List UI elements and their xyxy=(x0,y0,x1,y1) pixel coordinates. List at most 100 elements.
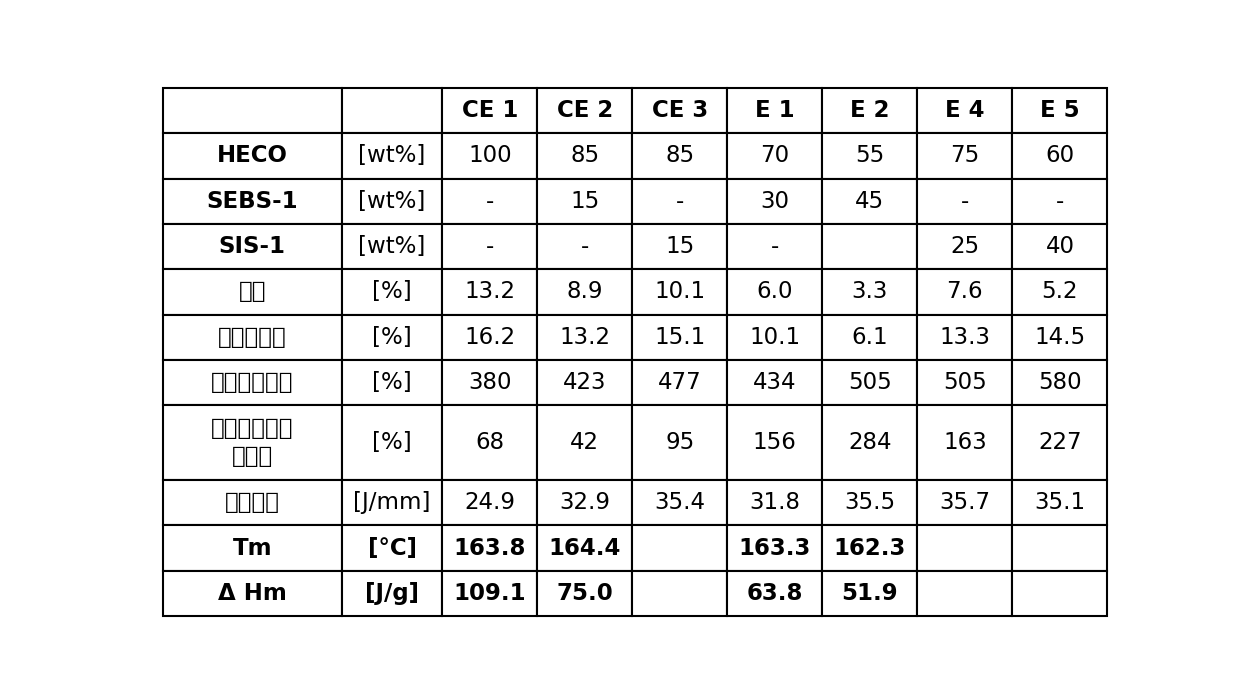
Bar xyxy=(342,88,442,133)
Bar xyxy=(538,178,632,224)
Text: [wt%]: [wt%] xyxy=(358,190,426,213)
Text: 32.9: 32.9 xyxy=(559,491,611,514)
Text: 14.5: 14.5 xyxy=(1035,325,1085,348)
Bar xyxy=(632,571,727,616)
Text: [%]: [%] xyxy=(372,431,413,454)
Bar xyxy=(162,133,342,178)
Bar xyxy=(342,360,442,405)
Bar xyxy=(162,571,342,616)
Text: E 4: E 4 xyxy=(945,99,985,122)
Text: -: - xyxy=(771,235,779,258)
Bar xyxy=(342,526,442,571)
Text: 40: 40 xyxy=(1046,235,1074,258)
Text: 68: 68 xyxy=(476,431,504,454)
Bar xyxy=(632,526,727,571)
Bar xyxy=(442,88,538,133)
Bar xyxy=(823,360,917,405)
Text: [%]: [%] xyxy=(372,280,413,303)
Text: CE 1: CE 1 xyxy=(462,99,518,122)
Bar xyxy=(632,178,727,224)
Text: -: - xyxy=(960,190,969,213)
Text: 10.1: 10.1 xyxy=(654,280,705,303)
Bar xyxy=(632,405,727,480)
Text: 6.0: 6.0 xyxy=(757,280,793,303)
Text: 35.4: 35.4 xyxy=(654,491,705,514)
Text: SIS-1: SIS-1 xyxy=(219,235,286,258)
Text: 284: 284 xyxy=(849,431,892,454)
Text: CE 2: CE 2 xyxy=(556,99,613,122)
Text: CE 3: CE 3 xyxy=(652,99,707,122)
Text: 5.2: 5.2 xyxy=(1042,280,1078,303)
Text: 75: 75 xyxy=(950,144,980,167)
Text: [°C]: [°C] xyxy=(368,537,416,560)
Bar xyxy=(442,178,538,224)
Bar xyxy=(823,133,917,178)
Bar xyxy=(917,269,1012,314)
Text: 227: 227 xyxy=(1038,431,1082,454)
Bar xyxy=(162,526,342,571)
Bar xyxy=(442,480,538,526)
Text: 51.9: 51.9 xyxy=(841,582,898,605)
Text: SEBS-1: SEBS-1 xyxy=(207,190,299,213)
Text: 580: 580 xyxy=(1038,371,1082,394)
Bar xyxy=(727,88,823,133)
Bar xyxy=(538,571,632,616)
Text: 13.2: 13.2 xyxy=(465,280,515,303)
Bar xyxy=(632,133,727,178)
Bar xyxy=(538,133,632,178)
Bar xyxy=(538,224,632,269)
Bar xyxy=(538,269,632,314)
Bar xyxy=(342,133,442,178)
Text: 164.4: 164.4 xyxy=(549,537,621,560)
Text: 8.9: 8.9 xyxy=(566,280,603,303)
Bar xyxy=(342,178,442,224)
Bar xyxy=(342,314,442,360)
Bar xyxy=(823,314,917,360)
Text: -: - xyxy=(675,190,684,213)
Text: 16.2: 16.2 xyxy=(465,325,515,348)
Text: 13.2: 13.2 xyxy=(559,325,611,348)
Bar xyxy=(442,133,538,178)
Text: E 1: E 1 xyxy=(755,99,794,122)
Text: E 2: E 2 xyxy=(850,99,890,122)
Text: 灰菌后濃度: 灰菌后濃度 xyxy=(218,325,286,348)
Text: 45: 45 xyxy=(855,190,885,213)
Text: 55: 55 xyxy=(855,144,885,167)
Bar xyxy=(917,314,1012,360)
Text: 505: 505 xyxy=(847,371,892,394)
Text: 15: 15 xyxy=(570,190,600,213)
Bar xyxy=(538,480,632,526)
Text: 85: 85 xyxy=(665,144,694,167)
Bar xyxy=(727,360,823,405)
Bar xyxy=(1012,269,1108,314)
Bar xyxy=(162,269,342,314)
Bar xyxy=(1012,360,1108,405)
Text: 3.3: 3.3 xyxy=(851,280,888,303)
Text: 接缝断裂伸长: 接缝断裂伸长 xyxy=(211,371,294,394)
Bar xyxy=(727,526,823,571)
Bar xyxy=(442,405,538,480)
Text: 505: 505 xyxy=(943,371,986,394)
Text: 13.3: 13.3 xyxy=(939,325,990,348)
Text: Δ Hm: Δ Hm xyxy=(218,582,286,605)
Bar xyxy=(823,571,917,616)
Text: 10.1: 10.1 xyxy=(750,325,800,348)
Bar xyxy=(1012,571,1108,616)
Bar xyxy=(442,224,538,269)
Text: 70: 70 xyxy=(761,144,789,167)
Bar xyxy=(917,224,1012,269)
Bar xyxy=(823,88,917,133)
Text: -: - xyxy=(581,235,589,258)
Bar xyxy=(727,314,823,360)
Bar xyxy=(917,526,1012,571)
Text: 35.1: 35.1 xyxy=(1035,491,1085,514)
Text: 60: 60 xyxy=(1046,144,1074,167)
Text: 163.8: 163.8 xyxy=(453,537,527,560)
Text: -: - xyxy=(486,235,494,258)
Bar xyxy=(442,360,538,405)
Bar xyxy=(1012,480,1108,526)
Bar xyxy=(1012,178,1108,224)
Text: -: - xyxy=(1056,190,1064,213)
Bar xyxy=(162,480,342,526)
Bar xyxy=(823,526,917,571)
